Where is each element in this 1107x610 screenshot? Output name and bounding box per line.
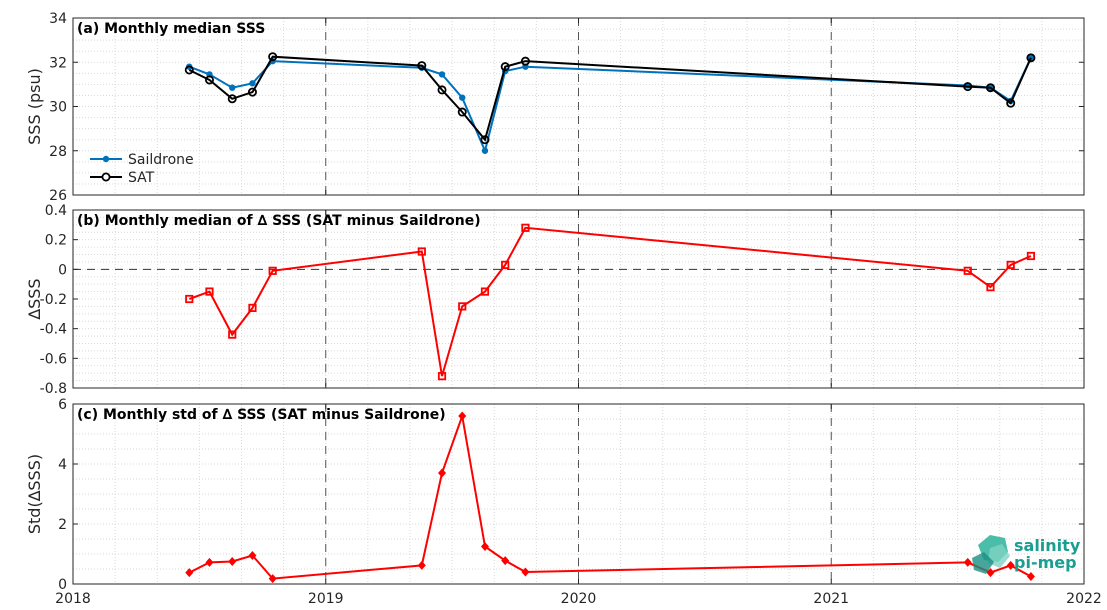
data-point xyxy=(986,568,995,578)
data-point xyxy=(457,107,467,117)
data-point xyxy=(985,83,995,93)
series-sat xyxy=(184,52,1036,145)
legend-item: Saildrone xyxy=(90,152,194,168)
y-axis-label: SSS (psu) xyxy=(25,68,44,145)
data-point xyxy=(459,94,466,101)
y-axis-label: ∆SSS xyxy=(25,278,44,320)
panel-c: 0 2 4 6 2018 2019 2020 2021 2022 Std(∆SSS) (c) Mon… xyxy=(25,397,1102,607)
data-point xyxy=(1026,251,1036,261)
x-tick-label: 2021 xyxy=(813,591,849,607)
y-tick-label: -0.8 xyxy=(40,381,67,397)
logo-mark-icon xyxy=(972,535,1010,574)
y-tick-label: 0 xyxy=(58,262,67,278)
data-point xyxy=(437,372,447,381)
data-point xyxy=(204,75,214,85)
panel-title: (b) Monthly median of ∆ SSS (SAT minus S… xyxy=(77,213,481,229)
data-point xyxy=(986,283,995,292)
data-point xyxy=(229,84,236,91)
legend: Saildrone SAT xyxy=(90,152,194,186)
data-point xyxy=(248,551,257,560)
y-tick-label: 2 xyxy=(58,517,67,533)
logo-text-pi-mep: pi-mep xyxy=(1014,553,1077,572)
x-tick-label: 2020 xyxy=(561,591,597,607)
panel-title: (c) Monthly std of ∆ SSS (SAT minus Sail… xyxy=(77,407,446,423)
y-tick-label: -0.6 xyxy=(40,351,67,367)
data-point xyxy=(268,266,277,275)
data-point xyxy=(500,62,510,72)
x-tick-label: 2019 xyxy=(308,591,344,607)
logo-text-salinity: salinity xyxy=(1014,536,1081,555)
data-point xyxy=(480,135,490,145)
data-point xyxy=(417,247,426,256)
data-point xyxy=(501,260,510,269)
panel-a: 26 28 30 32 34 SSS (psu) (a) Monthly median SS… xyxy=(25,11,1085,204)
data-point xyxy=(417,61,427,71)
y-tick-label: -0.2 xyxy=(40,292,67,308)
data-point xyxy=(501,556,510,566)
y-tick-label: 32 xyxy=(49,55,67,71)
data-point xyxy=(1006,98,1016,108)
data-point xyxy=(417,560,426,570)
y-tick-label: 4 xyxy=(58,457,67,473)
y-tick-label: 0 xyxy=(58,577,67,593)
y-tick-label: 30 xyxy=(49,100,67,116)
y-tick-label: -0.4 xyxy=(40,322,67,338)
grid xyxy=(72,403,1085,585)
data-point xyxy=(205,557,214,567)
legend-marker xyxy=(102,155,110,163)
salinity-pi-mep-logo: salinity pi-mep xyxy=(972,535,1081,574)
y-axis-label: Std(∆SSS) xyxy=(25,454,44,534)
data-point xyxy=(1026,572,1035,581)
data-point xyxy=(248,303,257,313)
series-delta xyxy=(185,223,1036,381)
data-point xyxy=(481,147,489,154)
data-point xyxy=(963,266,972,275)
data-point xyxy=(268,52,278,62)
data-point xyxy=(268,574,277,584)
data-point xyxy=(963,557,972,567)
data-point xyxy=(185,568,194,578)
data-point xyxy=(963,82,973,92)
panel-b: -0.8 -0.6 -0.4 -0.2 0 0.2 0.4 ∆SSS (b) Monthly m… xyxy=(25,203,1085,397)
y-tick-label: 0.2 xyxy=(45,233,67,249)
series-line xyxy=(188,55,1032,142)
data-point xyxy=(458,411,467,421)
x-tick-label: 2018 xyxy=(55,591,91,607)
data-point xyxy=(458,302,467,311)
data-point xyxy=(227,94,237,104)
data-point xyxy=(228,557,237,566)
legend-item: SAT xyxy=(90,170,155,186)
data-point xyxy=(521,223,530,232)
y-tick-label: 6 xyxy=(58,397,67,413)
data-point xyxy=(520,56,530,66)
data-point xyxy=(184,65,194,75)
panel-title: (a) Monthly median SSS xyxy=(77,21,265,37)
data-point xyxy=(1006,560,1015,570)
series-line xyxy=(188,226,1032,377)
legend-label: SAT xyxy=(128,170,155,186)
data-point xyxy=(1026,53,1036,63)
data-point xyxy=(1006,260,1015,269)
legend-label: Saildrone xyxy=(128,152,194,168)
data-point xyxy=(438,71,446,78)
data-point xyxy=(228,330,237,339)
data-point xyxy=(185,294,194,304)
data-point xyxy=(521,567,530,577)
y-tick-label: 28 xyxy=(49,144,67,160)
data-point xyxy=(205,287,214,296)
data-point xyxy=(480,542,489,551)
x-tick-label: 2022 xyxy=(1066,591,1102,607)
y-tick-label: 26 xyxy=(49,188,67,204)
data-point xyxy=(480,287,490,296)
y-tick-label: 0.4 xyxy=(45,203,67,219)
data-point xyxy=(437,85,447,95)
data-point xyxy=(247,87,257,97)
data-point xyxy=(249,80,256,87)
y-tick-label: 34 xyxy=(49,11,67,27)
data-point xyxy=(438,468,447,478)
legend-marker xyxy=(101,172,111,182)
